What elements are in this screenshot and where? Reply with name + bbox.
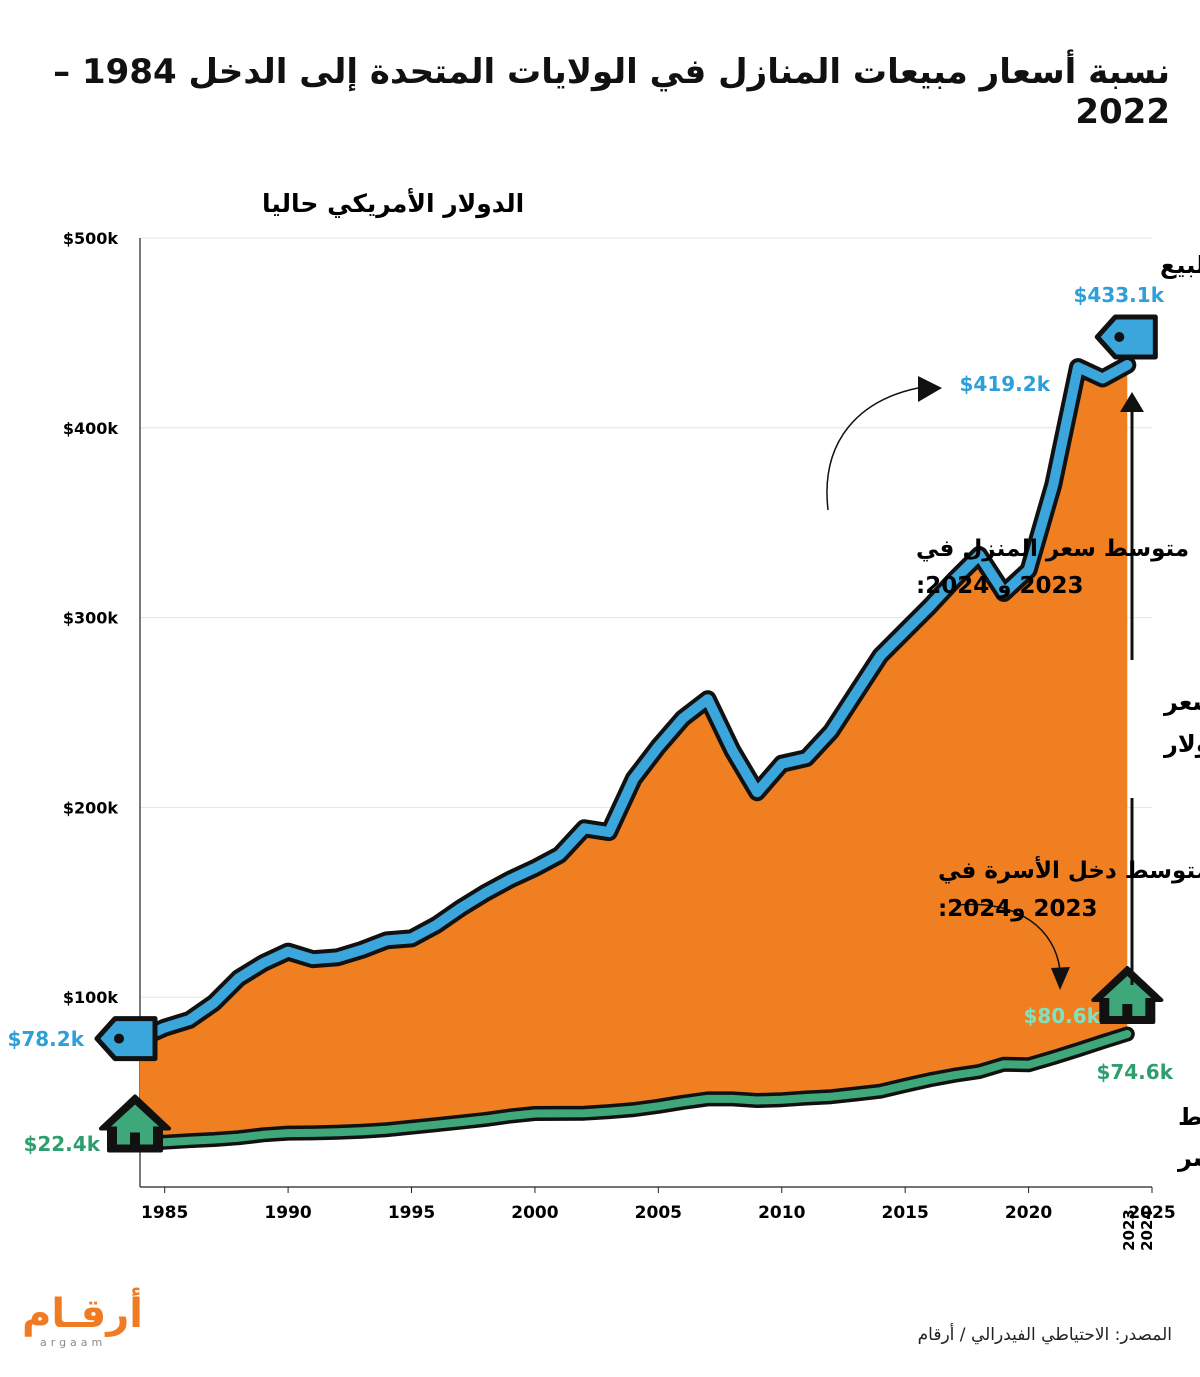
y-tick-label: $500k — [63, 229, 119, 248]
price-tag-icon — [1094, 314, 1158, 360]
y-tick-label: $400k — [63, 419, 119, 438]
x-tick-label: 1985 — [141, 1203, 188, 1223]
ratio-label: إلى الدخل: 5.2 دولار — [1163, 730, 1200, 758]
logo-latin: argaam — [40, 1336, 107, 1349]
argaam-logo: أرقـام argaam — [22, 1292, 143, 1349]
price-annotation: متوسط سعر المنزل في — [916, 536, 1189, 562]
x-tick-label: 2020 — [1005, 1203, 1052, 1223]
x-tick-label: 2025 — [1128, 1203, 1175, 1223]
price-annotation-arrowhead — [918, 376, 942, 402]
source-note: المصدر: الاحتياطي الفيدرالي / أرقام — [917, 1325, 1172, 1345]
x-tick-label: 2015 — [882, 1203, 929, 1223]
house-door — [1122, 1004, 1133, 1017]
price-start-label: $78.2k — [7, 1027, 84, 1051]
x-tick-label: 2005 — [635, 1203, 682, 1223]
house-door — [130, 1132, 140, 1145]
price-tag-body — [1094, 314, 1158, 360]
y-axis-title: الدولار الأمريكي حاليا — [262, 188, 524, 219]
x-extra-label: 2024 — [1138, 1209, 1156, 1251]
house-body — [1103, 976, 1152, 1017]
price-tag-icon — [94, 1016, 158, 1062]
ratio-arrow-head — [1120, 392, 1144, 412]
page-title: نسبة أسعار مبيعات المنازل في الولايات ال… — [53, 52, 1170, 132]
income-annotation-arrow — [957, 903, 1061, 971]
price-series-title: متوسط سعر البيع — [1160, 251, 1200, 279]
income-start-label: $22.4k — [23, 1132, 100, 1156]
income-end-label-1: $80.6k — [1023, 1004, 1100, 1028]
logo-arabic: أرقـام — [22, 1291, 143, 1337]
y-tick-label: $200k — [63, 798, 119, 817]
y-tick-label: $300k — [63, 609, 119, 628]
price-mid-label: $419.2k — [960, 372, 1051, 396]
income-annotation: متوسط دخل الأسرة في — [938, 855, 1200, 884]
x-tick-label: 2010 — [758, 1203, 805, 1223]
x-tick-label: 1990 — [264, 1203, 311, 1223]
x-tick-label: 2000 — [511, 1203, 558, 1223]
house-body — [111, 1104, 159, 1145]
y-tick-label: $100k — [63, 988, 119, 1007]
income-series-title: دخل الأسر — [1177, 1143, 1200, 1172]
price-end-label: $433.1k — [1074, 283, 1165, 307]
price-tag-body — [94, 1016, 158, 1062]
income-annotation-arrowhead — [1051, 967, 1070, 990]
price-annotation: 2023 و 2024: — [916, 573, 1084, 599]
price-annotation-arrow — [826, 387, 919, 511]
income-line — [136, 1030, 1132, 1149]
chart-labels: $78.2k$433.1k$419.2k$22.4k$80.6k$74.6kمت… — [7, 251, 1200, 1172]
income-series-title: متوسط — [1178, 1103, 1200, 1131]
ratio-label: نسبة السعر — [1163, 688, 1200, 716]
x-tick-label: 1995 — [388, 1203, 435, 1223]
income-end-label-2: $74.6k — [1096, 1060, 1173, 1084]
income-annotation: 2023 و2024: — [938, 896, 1098, 922]
house-icon — [99, 1094, 171, 1153]
price-tag-hole — [114, 1033, 124, 1044]
price-line — [135, 360, 1133, 1044]
chart-area — [131, 356, 1137, 1152]
price-tag-hole — [1114, 331, 1125, 342]
x-extra-label: 2023 — [1120, 1209, 1138, 1251]
price-income-gap-area — [140, 365, 1128, 1145]
chart-marks — [94, 314, 1164, 1153]
